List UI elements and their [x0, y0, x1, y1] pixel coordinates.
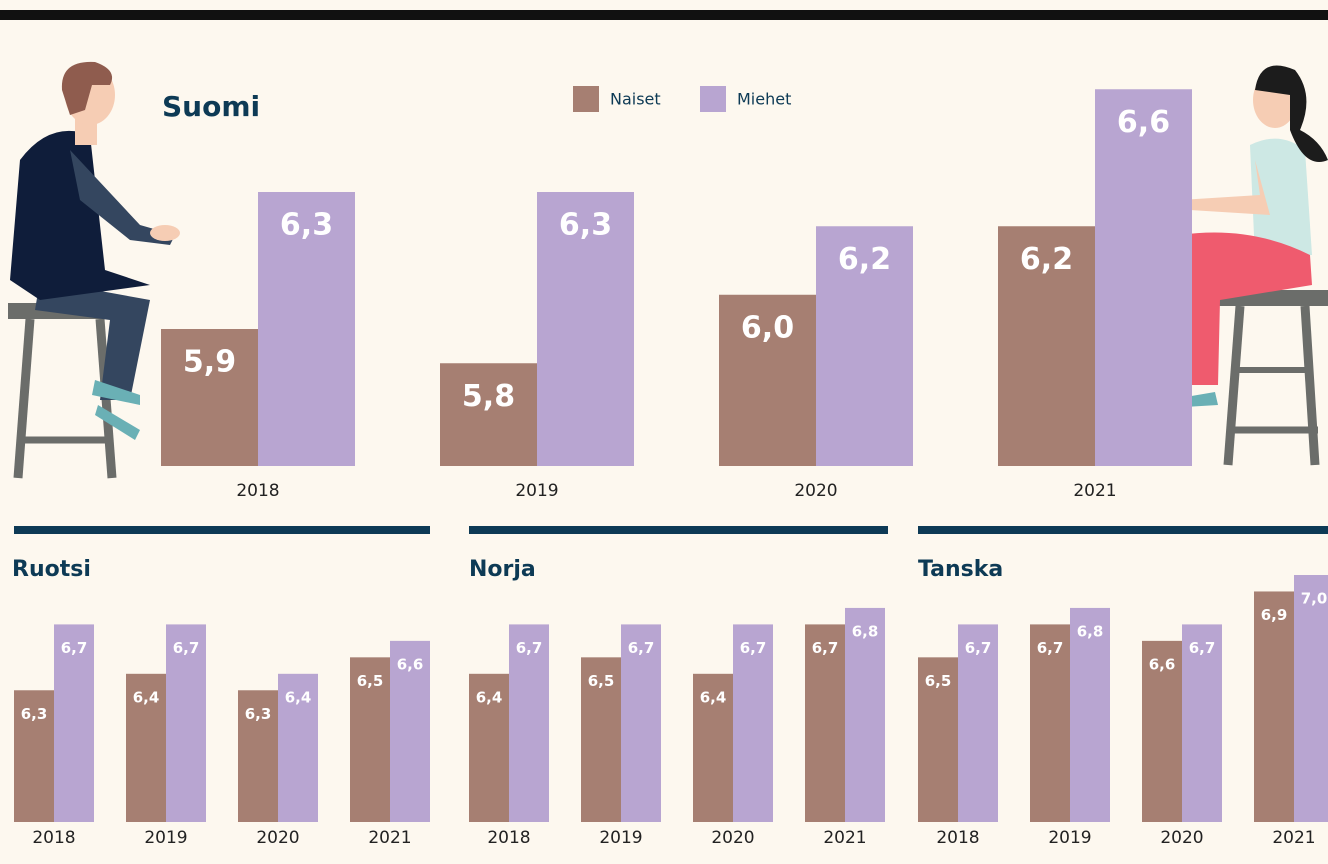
chart-title: Suomi [162, 90, 260, 123]
bar [126, 673, 166, 822]
x-tick-label: 2020 [1160, 828, 1203, 848]
bar [998, 226, 1095, 466]
bar [693, 673, 733, 822]
x-tick-label: 2018 [487, 828, 530, 848]
value-label: 6,4 [133, 688, 160, 706]
bar [816, 226, 913, 466]
bar [1254, 591, 1294, 822]
bar [469, 673, 509, 822]
bar [1294, 575, 1328, 822]
value-label: 6,8 [1077, 622, 1104, 640]
bar [278, 673, 318, 822]
chart-title: Tanska [918, 557, 1003, 582]
value-label: 6,6 [397, 655, 424, 673]
x-tick-label: 2018 [236, 481, 279, 501]
value-label: 6,6 [1117, 105, 1170, 140]
value-label: 6,7 [740, 639, 767, 657]
legend-swatch [700, 86, 726, 112]
x-tick-label: 2018 [32, 828, 75, 848]
value-label: 6,9 [1261, 606, 1288, 624]
x-tick-label: 2019 [515, 481, 558, 501]
bar [509, 624, 549, 822]
value-label: 6,7 [516, 639, 543, 657]
section-rule [469, 526, 888, 534]
value-label: 6,4 [285, 688, 312, 706]
value-label: 6,7 [965, 639, 992, 657]
value-label: 6,6 [1149, 655, 1176, 673]
bar [258, 192, 355, 466]
section-rule [14, 526, 430, 534]
chart-title: Ruotsi [12, 557, 91, 582]
bar [805, 624, 845, 822]
value-label: 6,3 [280, 208, 333, 243]
value-label: 5,8 [462, 379, 515, 414]
x-tick-label: 2019 [144, 828, 187, 848]
bar [581, 657, 621, 822]
bar [350, 657, 390, 822]
bar [166, 624, 206, 822]
value-label: 6,7 [1189, 639, 1216, 657]
bar [1070, 607, 1110, 822]
bar [440, 363, 537, 466]
x-tick-label: 2021 [1272, 828, 1315, 848]
value-label: 6,7 [173, 639, 200, 657]
x-tick-label: 2020 [256, 828, 299, 848]
value-label: 6,7 [628, 639, 655, 657]
section-rule [918, 526, 1328, 534]
x-tick-label: 2019 [599, 828, 642, 848]
bar [733, 624, 773, 822]
bar [537, 192, 634, 466]
value-label: 6,3 [21, 705, 48, 723]
x-tick-label: 2019 [1048, 828, 1091, 848]
value-label: 6,5 [925, 672, 952, 690]
bar [1142, 640, 1182, 822]
x-tick-label: 2021 [1073, 481, 1116, 501]
value-label: 6,5 [588, 672, 615, 690]
value-label: 6,7 [812, 639, 839, 657]
value-label: 6,3 [245, 705, 272, 723]
value-label: 6,2 [1020, 242, 1073, 277]
bar [390, 640, 430, 822]
bar [719, 294, 816, 466]
value-label: 5,9 [183, 345, 236, 380]
value-label: 7,0 [1301, 590, 1328, 608]
bar [918, 657, 958, 822]
x-tick-label: 2021 [368, 828, 411, 848]
value-label: 6,8 [852, 622, 879, 640]
value-label: 6,3 [559, 208, 612, 243]
bar [1030, 624, 1070, 822]
bar [845, 607, 885, 822]
man-illustration [8, 61, 180, 479]
top-rule [0, 10, 1328, 20]
x-tick-label: 2020 [794, 481, 837, 501]
bar [1182, 624, 1222, 822]
legend-swatch [573, 86, 599, 112]
bar [621, 624, 661, 822]
bar [54, 624, 94, 822]
bar [161, 329, 258, 466]
legend-label: Miehet [737, 90, 791, 109]
value-label: 6,0 [741, 310, 794, 345]
value-label: 6,5 [357, 672, 384, 690]
bar [958, 624, 998, 822]
bar [238, 690, 278, 822]
chart-title: Norja [469, 557, 536, 582]
legend-label: Naiset [610, 90, 661, 109]
bar [1095, 89, 1192, 466]
value-label: 6,2 [838, 242, 891, 277]
value-label: 6,4 [700, 688, 727, 706]
value-label: 6,4 [476, 688, 503, 706]
x-tick-label: 2020 [711, 828, 754, 848]
bar [14, 690, 54, 822]
x-tick-label: 2021 [823, 828, 866, 848]
value-label: 6,7 [61, 639, 88, 657]
x-tick-label: 2018 [936, 828, 979, 848]
value-label: 6,7 [1037, 639, 1064, 657]
